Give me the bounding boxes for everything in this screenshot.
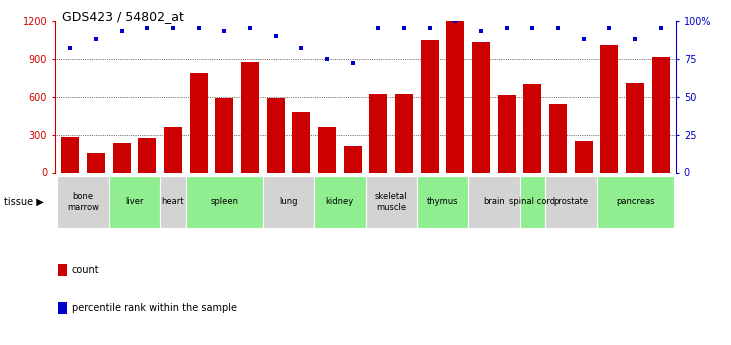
Point — [655, 26, 667, 31]
Text: heart: heart — [162, 197, 184, 206]
Bar — [164, 127, 182, 172]
Bar — [596, 176, 673, 228]
Point — [270, 33, 281, 39]
Bar — [575, 141, 593, 172]
Bar — [186, 176, 263, 228]
Text: count: count — [72, 265, 99, 275]
Bar — [189, 72, 208, 172]
Bar — [318, 127, 336, 172]
Point — [295, 45, 307, 51]
Bar — [626, 83, 644, 172]
Text: GDS423 / 54802_at: GDS423 / 54802_at — [62, 10, 184, 23]
Bar — [292, 112, 310, 172]
Text: prostate: prostate — [553, 197, 588, 206]
Bar — [267, 98, 284, 172]
Point — [167, 26, 179, 31]
Point — [141, 26, 153, 31]
Point — [578, 36, 590, 42]
Text: thymus: thymus — [427, 197, 458, 206]
Bar — [216, 98, 233, 172]
Bar — [468, 176, 520, 228]
Point — [90, 36, 102, 42]
Bar — [369, 94, 387, 172]
Text: bone
marrow: bone marrow — [67, 192, 99, 211]
Bar — [498, 95, 515, 172]
Bar — [549, 104, 567, 172]
Bar — [61, 137, 79, 172]
Point — [373, 26, 385, 31]
Bar — [447, 21, 464, 172]
Point — [526, 26, 538, 31]
Bar — [395, 94, 413, 172]
Point — [346, 60, 358, 66]
Point — [552, 26, 564, 31]
Point — [475, 29, 487, 34]
Bar — [523, 84, 542, 172]
Bar — [366, 176, 417, 228]
Text: spinal cord: spinal cord — [510, 197, 556, 206]
Text: kidney: kidney — [326, 197, 354, 206]
Bar — [263, 176, 314, 228]
Text: percentile rank within the sample: percentile rank within the sample — [72, 303, 237, 313]
Point — [115, 29, 127, 34]
Text: brain: brain — [483, 197, 504, 206]
Bar — [241, 62, 259, 172]
Bar — [600, 45, 618, 172]
Point — [501, 26, 512, 31]
Text: pancreas: pancreas — [616, 197, 654, 206]
Bar — [58, 176, 109, 228]
Bar — [652, 57, 670, 172]
Point — [450, 18, 461, 23]
Point — [629, 36, 641, 42]
Bar — [138, 138, 156, 172]
Bar — [87, 153, 105, 172]
Bar — [109, 176, 160, 228]
Bar — [545, 176, 596, 228]
Point — [321, 56, 333, 61]
Text: tissue ▶: tissue ▶ — [4, 197, 43, 207]
Point — [244, 26, 256, 31]
Point — [193, 26, 205, 31]
Point — [64, 45, 76, 51]
Bar — [417, 176, 468, 228]
Bar — [520, 176, 545, 228]
Bar — [314, 176, 366, 228]
Bar — [421, 40, 439, 173]
Text: liver: liver — [125, 197, 144, 206]
Bar — [113, 144, 131, 172]
Text: lung: lung — [279, 197, 298, 206]
Point — [604, 26, 616, 31]
Bar — [160, 176, 186, 228]
Text: skeletal
muscle: skeletal muscle — [375, 192, 407, 211]
Text: spleen: spleen — [211, 197, 238, 206]
Point — [219, 29, 230, 34]
Point — [424, 26, 436, 31]
Bar — [344, 146, 362, 172]
Point — [398, 26, 410, 31]
Bar — [472, 42, 490, 172]
